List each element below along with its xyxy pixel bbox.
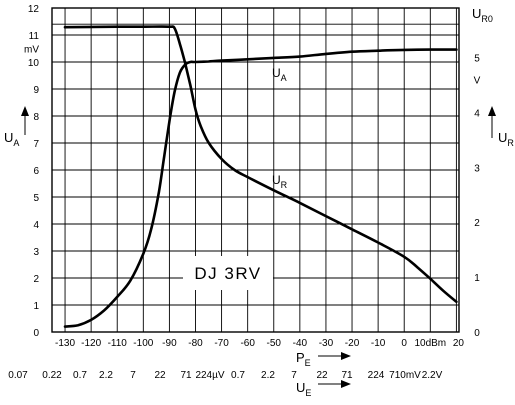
y-tick-label-right: 4 [474,108,480,119]
y-tick-label-right: 1 [474,273,480,284]
y-axis-arrowhead-right [488,106,496,116]
y-tick-label-left: 12 [28,4,40,15]
secondary-x-tick-label: 2.2 [99,370,113,381]
plot-frame [51,7,460,333]
x-axis-title: PE [296,350,311,368]
x-tick-label: -100 [133,338,153,349]
y-tick-label-left: 2 [33,274,39,285]
secondary-x-axis-title: UE [296,380,311,398]
secondary-x-tick-label: 0.7 [231,370,245,381]
y-axis-title-left: UA [4,130,19,148]
x-tick-label: -130 [55,338,75,349]
y-tick-label-left: 5 [33,193,39,204]
y-unit-left: mV [24,45,39,56]
secondary-x-tick-label: 22 [154,370,166,381]
x-tick-label: -20 [345,338,360,349]
secondary-x-axis-arrowhead [341,380,351,388]
ur0-label: UR0 [472,6,493,24]
series-line-ur [63,25,458,304]
y-tick-label-left: 9 [33,85,39,96]
x-tick-label: -60 [240,338,255,349]
x-tick-label: -30 [319,338,334,349]
y-tick-label-left: 3 [33,247,39,258]
y-axis-arrowhead-left [21,106,29,116]
x-tick-label: -50 [267,338,282,349]
secondary-x-tick-label: 7 [291,370,297,381]
x-tick-label: -40 [293,338,308,349]
y-tick-label-left: 7 [33,139,39,150]
y-axis-title-right: UR [498,130,514,148]
secondary-x-tick-label: 0.7 [73,370,87,381]
x-tick-label: 0 [401,338,407,349]
y-tick-label-right: 2 [474,218,480,229]
secondary-x-tick-label: 2.2 [261,370,275,381]
series-label-ur: UR [272,173,288,190]
y-tick-label-left: 4 [33,220,39,231]
annotation-background [183,256,273,290]
secondary-x-tick-label: 224µV [195,370,224,381]
secondary-x-tick-label: 22 [316,370,328,381]
secondary-x-tick-label: 224 [368,370,385,381]
y-tick-label-left: 0 [33,328,39,339]
secondary-x-tick-label: 71 [180,370,192,381]
y-tick-label-left: 1 [33,301,39,312]
x-tick-label: -120 [81,338,101,349]
series-label-ua: UA [272,66,287,83]
x-tick-label: -70 [214,338,229,349]
y-tick-label-left: 10 [28,58,40,69]
y-tick-label-right: 0 [474,328,480,339]
y-tick-label-left: 6 [33,166,39,177]
y-tick-label-right: 5 [474,53,480,64]
secondary-x-tick-label: 7 [130,370,136,381]
y-unit-right: V [474,75,481,86]
secondary-x-tick-label: 71 [341,370,353,381]
x-axis-arrowhead [341,352,351,360]
x-tick-label: 10dBm [414,338,446,349]
y-tick-label-right: 3 [474,163,480,174]
x-tick-label: -110 [108,338,128,349]
x-tick-label: -80 [188,338,203,349]
secondary-x-tick-label: 0.07 [8,370,28,381]
secondary-x-tick-label: 2.2V [422,370,443,381]
y-tick-label-left: 11 [29,31,40,42]
x-tick-label: 20 [453,338,465,349]
annotation-label: DJ 3RV [194,264,261,283]
secondary-x-tick-label: 0.22 [42,370,62,381]
x-tick-label: -10 [371,338,386,349]
secondary-x-tick-label: 710mV [389,370,421,381]
y-tick-label-left: 8 [33,112,39,123]
x-tick-label: -90 [162,338,177,349]
